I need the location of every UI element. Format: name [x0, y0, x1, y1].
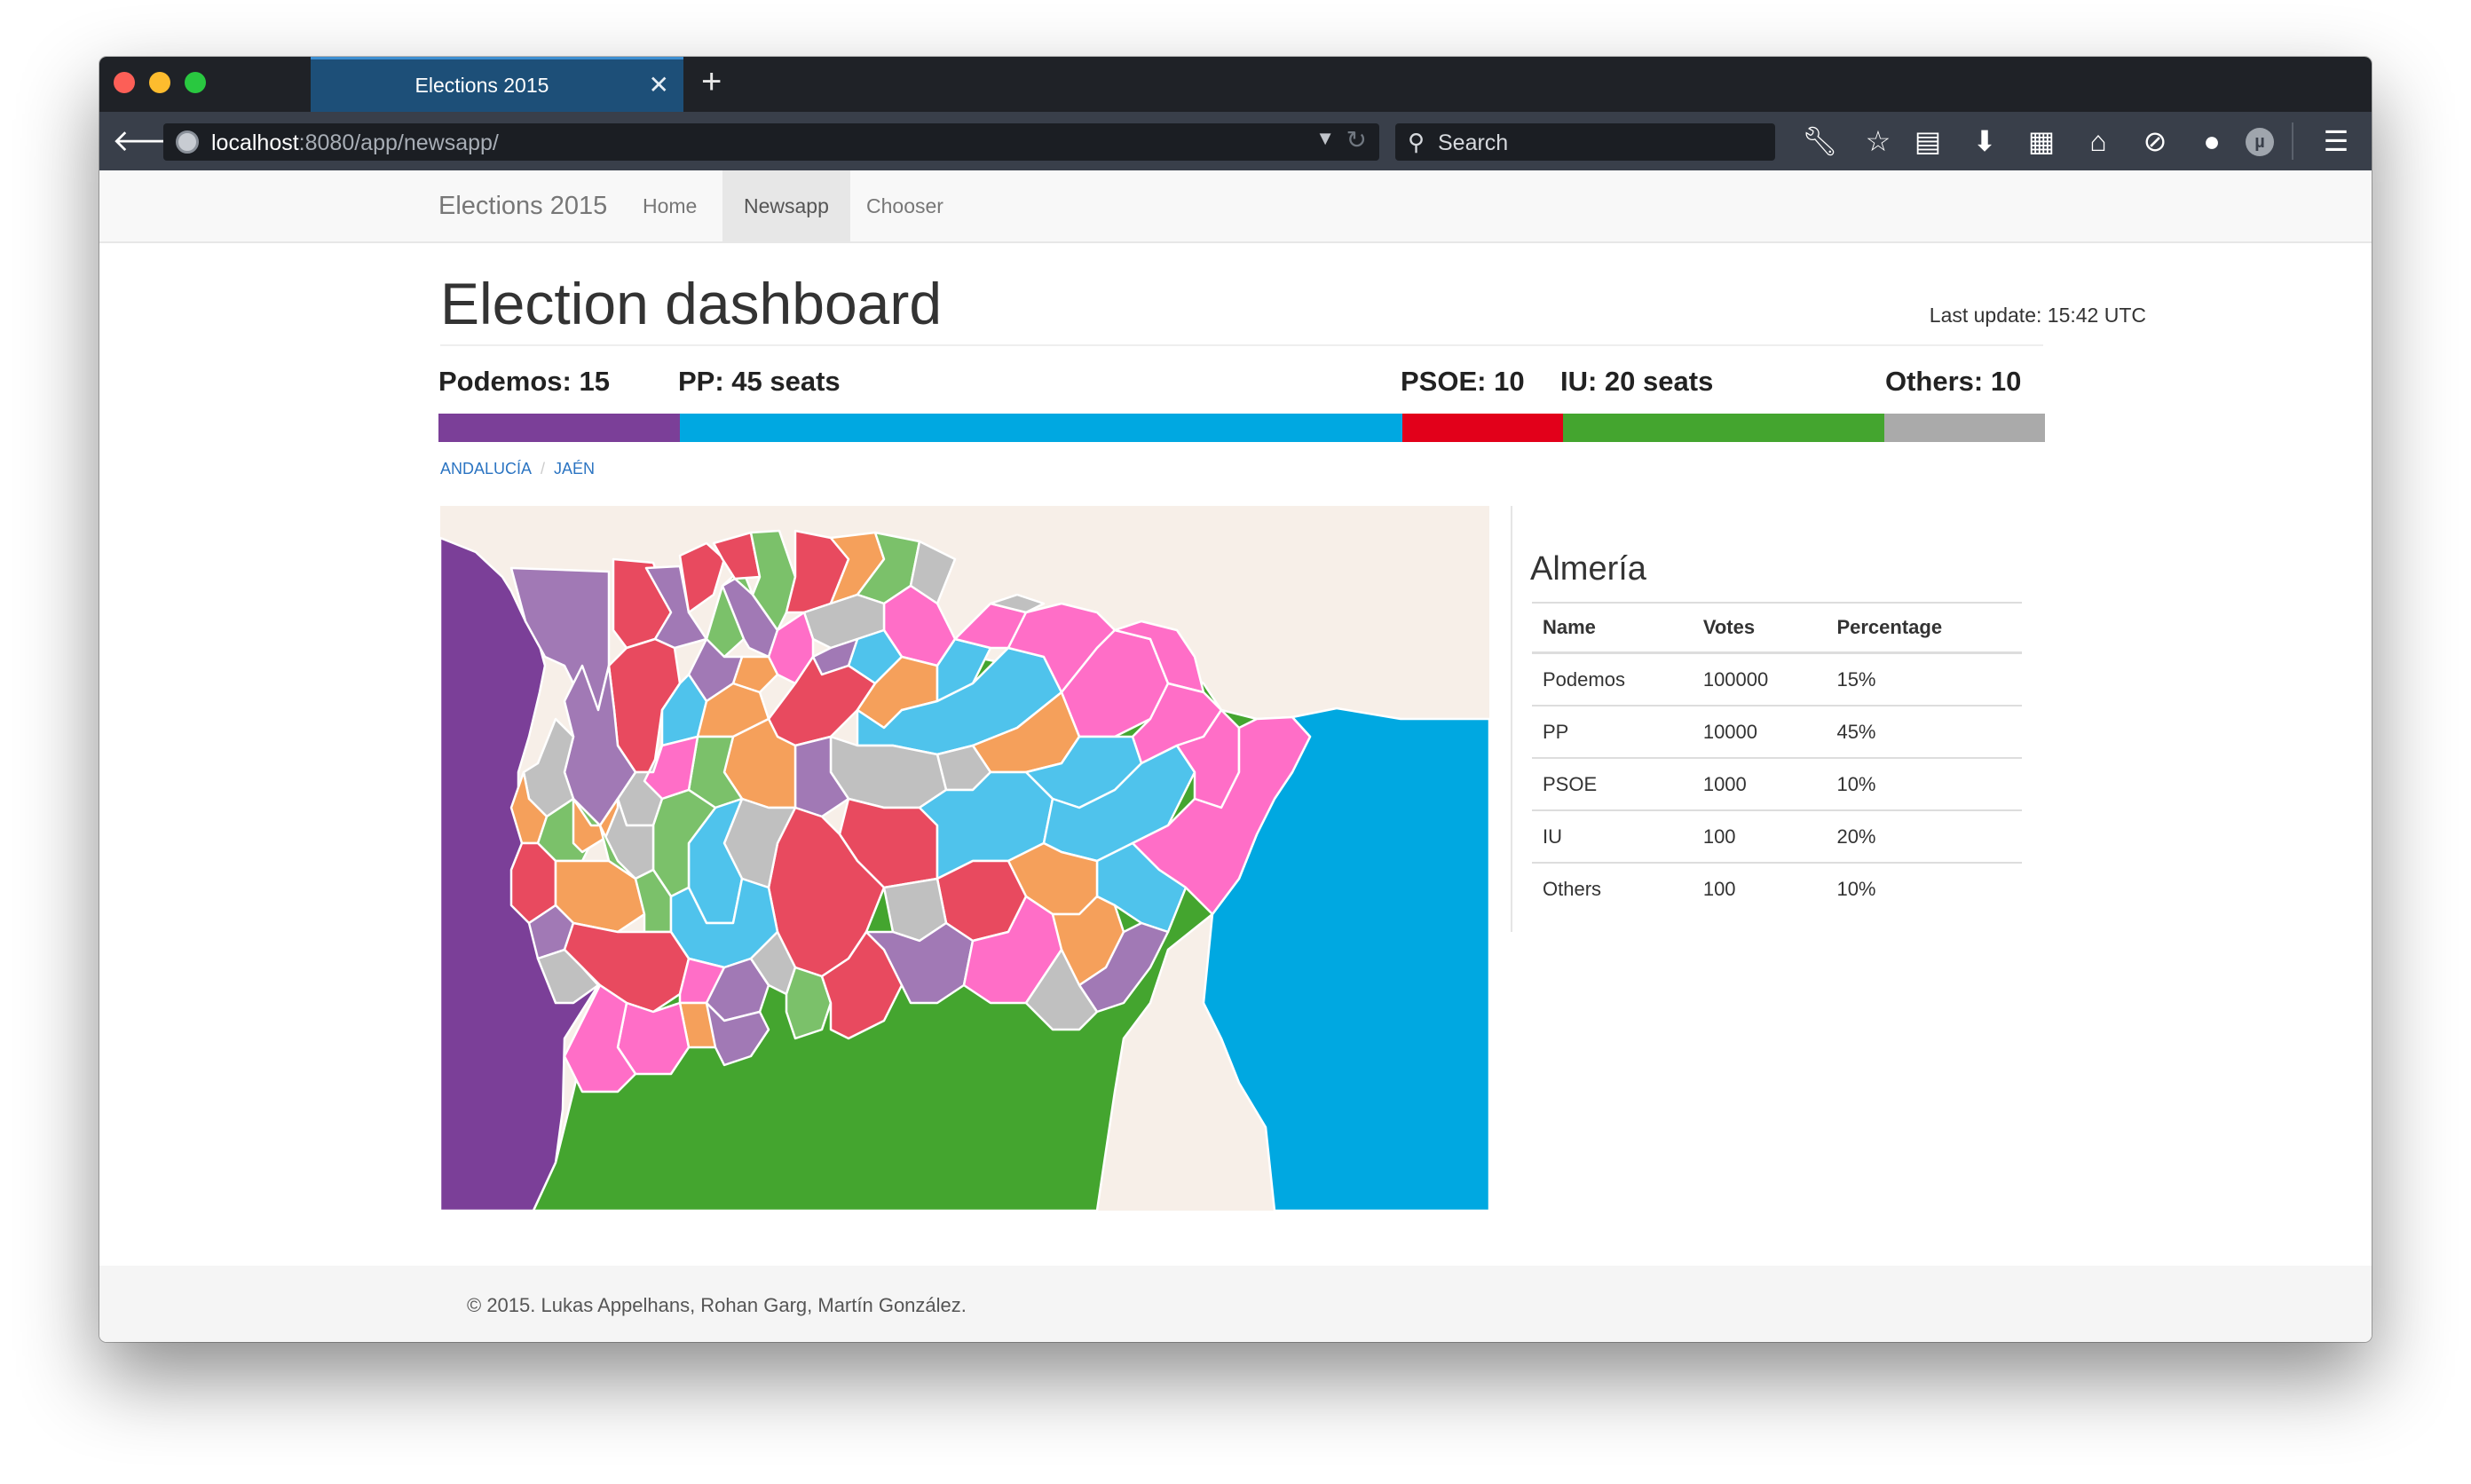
party-votes: 100 — [1692, 862, 1827, 914]
map-region[interactable] — [644, 564, 708, 650]
menu-icon[interactable]: ☰ — [2323, 125, 2349, 157]
party-votes: 1000 — [1692, 757, 1827, 810]
maximize-window-button[interactable] — [185, 72, 206, 93]
table-row: PSOE 1000 10% — [1532, 757, 2022, 810]
party-name: IU — [1532, 809, 1693, 863]
map-region[interactable] — [820, 930, 904, 1040]
nav-newsapp[interactable]: Newsapp — [722, 170, 850, 241]
seat-segment-psoe — [1402, 414, 1563, 442]
party-votes: 10000 — [1692, 705, 1827, 758]
results-table: Name Votes Percentage Podemos 100000 15%… — [1532, 602, 2022, 914]
nav-home[interactable]: Home — [643, 194, 698, 217]
download-icon[interactable]: ⬇ — [1972, 125, 1997, 157]
nav-chooser[interactable]: Chooser — [866, 194, 943, 217]
new-tab-button[interactable]: + — [701, 62, 722, 101]
breadcrumb-andalucia[interactable]: ANDALUCÍA — [440, 460, 533, 478]
map-region[interactable] — [563, 983, 637, 1093]
star-icon[interactable]: ☆ — [1865, 125, 1891, 157]
party-percentage: 45% — [1826, 705, 2022, 758]
seat-segment-pp — [679, 414, 1402, 442]
tab-strip: Elections 2015 ✕ + — [99, 57, 2372, 112]
map-region[interactable] — [1078, 921, 1170, 1014]
party-percentage: 10% — [1826, 757, 2022, 810]
column-header-name: Name — [1532, 602, 1693, 654]
seats-label-pp: PP: 45 seats — [678, 366, 841, 397]
party-votes: 100000 — [1692, 651, 1827, 706]
map-region[interactable] — [712, 531, 762, 580]
page-title: Election dashboard — [440, 271, 943, 336]
browser-tab[interactable]: Elections 2015 ✕ — [311, 57, 683, 112]
party-name: Podemos — [1532, 651, 1693, 706]
seats-label-podemos: Podemos: 15 — [438, 366, 610, 397]
election-map — [440, 506, 1489, 1211]
search-placeholder: Search — [1438, 130, 1509, 155]
map-region[interactable] — [678, 541, 726, 614]
seats-label-psoe: PSOE: 10 — [1401, 366, 1525, 397]
map-region[interactable] — [1024, 948, 1099, 1031]
footer: © 2015. Lukas Appelhans, Rohan Garg, Mar… — [99, 1266, 2372, 1342]
search-icon: ⚲ — [1408, 129, 1425, 155]
url-text: localhost:8080/app/newsapp/ — [211, 130, 499, 155]
map-region[interactable] — [749, 529, 797, 632]
breadcrumb: ANDALUCÍA / JAÉN — [440, 460, 596, 478]
main-content: Election dashboard Last update: 15:42 UT… — [99, 243, 2372, 1321]
breadcrumb-jaen[interactable]: JAÉN — [554, 460, 596, 478]
blocked-icon[interactable]: ⊘ — [2143, 125, 2167, 157]
dashboard-icon[interactable]: ▦ — [2027, 125, 2056, 157]
map-region[interactable] — [936, 637, 992, 703]
seats-label-iu: IU: 20 seats — [1560, 366, 1714, 397]
party-name: PP — [1532, 705, 1693, 758]
back-arrow-icon[interactable]: 🡐 — [112, 124, 193, 158]
table-row: Podemos 100000 15% — [1532, 651, 2022, 706]
map-region[interactable] — [572, 797, 620, 854]
app-navbar: Elections 2015 Home Newsapp Chooser — [99, 170, 2372, 243]
map-region[interactable] — [705, 1001, 770, 1067]
tab-title: Elections 2015 — [414, 74, 549, 97]
map-region[interactable] — [1113, 620, 1205, 694]
wrench-icon[interactable]: 🔧︎ — [1802, 125, 1838, 157]
party-votes: 100 — [1692, 809, 1827, 863]
clipboard-icon[interactable]: ▤ — [1914, 125, 1942, 157]
map-region[interactable] — [989, 593, 1046, 614]
column-header-votes: Votes — [1692, 602, 1827, 654]
map-region[interactable] — [536, 948, 600, 1005]
party-name: PSOE — [1532, 757, 1693, 810]
seat-segment-podemos — [438, 414, 680, 442]
footer-text: © 2015. Lukas Appelhans, Rohan Garg, Mar… — [467, 1294, 967, 1316]
seat-segment-iu — [1563, 414, 1884, 442]
seat-segment-others — [1884, 414, 2045, 442]
dropdown-icon[interactable]: ▼ — [1315, 127, 1335, 149]
seat-distribution-bar — [438, 414, 2045, 442]
column-header-percentage: Percentage — [1826, 602, 2022, 654]
search-input[interactable]: ⚲ Search — [1395, 123, 1775, 161]
party-percentage: 15% — [1826, 651, 2022, 706]
panel-divider — [1511, 506, 1512, 932]
party-percentage: 10% — [1826, 862, 2022, 914]
extension-icon[interactable]: µ — [2246, 128, 2274, 156]
browser-toolbar: 🡐 localhost:8080/app/newsapp/ ▼ ↻ ⚲ Sear… — [99, 112, 2372, 170]
table-row: PP 10000 45% — [1532, 705, 2022, 758]
url-bar[interactable]: localhost:8080/app/newsapp/ ▼ ↻ — [163, 123, 1379, 161]
title-divider — [440, 344, 2043, 346]
toolbar-divider — [2292, 122, 2293, 160]
party-percentage: 20% — [1826, 809, 2022, 863]
table-header-row: Name Votes Percentage — [1532, 602, 2022, 654]
table-row: Others 100 10% — [1532, 862, 2022, 914]
globe-icon — [176, 130, 199, 154]
reload-icon[interactable]: ↻ — [1346, 126, 1367, 154]
seats-label-others: Others: 10 — [1885, 366, 2022, 397]
chat-icon[interactable]: ● — [2203, 125, 2221, 157]
table-row: IU 100 20% — [1532, 809, 2022, 863]
party-name: Others — [1532, 862, 1693, 914]
minimize-window-button[interactable] — [149, 72, 170, 93]
close-window-button[interactable] — [114, 72, 135, 93]
browser-window: Elections 2015 ✕ + 🡐 localhost:8080/app/… — [99, 57, 2372, 1342]
home-icon[interactable]: ⌂ — [2089, 125, 2107, 157]
close-icon[interactable]: ✕ — [648, 71, 669, 99]
last-update: Last update: 15:42 UTC — [1929, 304, 2146, 327]
navbar-brand[interactable]: Elections 2015 — [438, 192, 608, 220]
region-name: Almería — [1530, 550, 1646, 588]
